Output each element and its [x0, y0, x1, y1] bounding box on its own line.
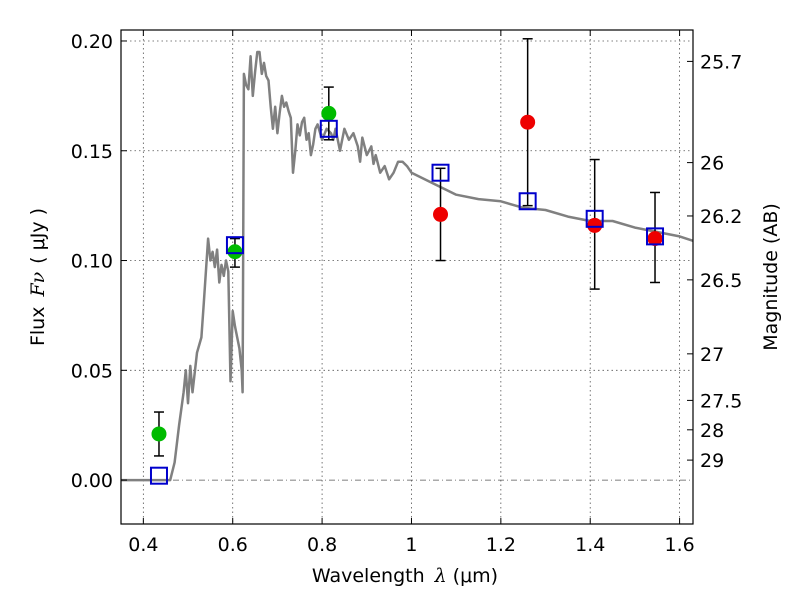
spectrum-series — [121, 50, 694, 482]
points-layer — [149, 38, 665, 485]
model-box — [646, 227, 665, 246]
model-box — [431, 163, 450, 182]
red-point — [433, 206, 449, 222]
ticks: 0.4 0.6 0.8 1 1.2 1.4 1.6 0.00 0.05 0.10 0.15 0.20 2… — [71, 30, 742, 556]
x-tick-label: 1.6 — [664, 534, 694, 556]
green-point — [151, 426, 167, 442]
red-point — [587, 217, 603, 233]
y-tick-label: 0.15 — [71, 141, 113, 163]
plot-frame — [120, 29, 694, 525]
x-tick-label: 1.2 — [486, 534, 516, 556]
y-axis-title: FluxFν( μJy ) — [27, 208, 49, 346]
y-tick-label: 0.05 — [71, 360, 113, 382]
x-axis-title: Wavelength λ (μm) — [312, 565, 498, 587]
grid — [121, 30, 693, 524]
red-point — [520, 114, 536, 130]
right-tick-label: 27 — [700, 344, 724, 366]
right-tick-label: 27.5 — [700, 390, 742, 412]
right-tick-label: 26.5 — [700, 270, 742, 292]
model-box — [585, 209, 604, 228]
right-tick-label: 25.7 — [700, 51, 742, 73]
green-point — [227, 244, 243, 260]
spectrum-line — [121, 50, 694, 482]
y-tick-label: 0.20 — [71, 31, 113, 53]
x-tick-label: 0.6 — [218, 534, 248, 556]
x-tick-label: 1 — [405, 534, 417, 556]
model-box — [319, 119, 338, 138]
y-tick-label: 0.00 — [71, 470, 113, 492]
x-tick-label: 0.8 — [307, 534, 337, 556]
model-box — [518, 192, 537, 211]
right-tick-label: 29 — [700, 450, 724, 472]
right-tick-label: 26.2 — [700, 206, 742, 228]
model-box — [225, 236, 244, 255]
right-tick-label: 26 — [700, 153, 724, 175]
y-tick-label: 0.10 — [71, 251, 113, 273]
right-axis-title: Magnitude (AB) — [760, 203, 782, 351]
right-tick-label: 28 — [700, 420, 724, 442]
model-box — [149, 466, 168, 485]
red-point — [647, 231, 663, 247]
x-tick-label: 1.4 — [575, 534, 605, 556]
green-point — [321, 105, 337, 121]
x-tick-label: 0.4 — [128, 534, 158, 556]
